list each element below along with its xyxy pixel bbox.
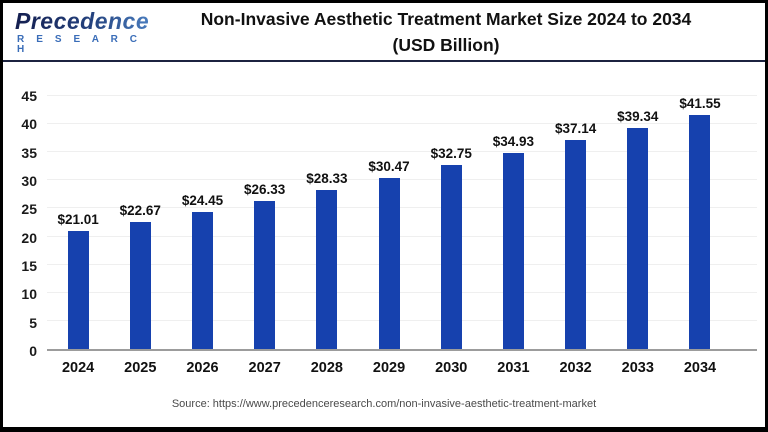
chart-title-line-1: Non-Invasive Aesthetic Treatment Market … — [200, 9, 692, 30]
bar-value-label: $39.34 — [617, 108, 659, 124]
y-tick-label: 45 — [21, 88, 37, 104]
gridline — [47, 291, 757, 293]
y-tick-label: 40 — [21, 116, 37, 133]
y-tick-label: 20 — [21, 229, 37, 246]
bar-group: $32.75 — [420, 96, 482, 349]
gridline — [47, 123, 757, 125]
bar-group: $34.93 — [482, 96, 544, 349]
brand-logo: Precedence R E S E A R C H — [15, 10, 155, 55]
gridline — [47, 263, 757, 265]
bar — [191, 211, 213, 349]
y-axis: 0 5 10 15 20 25 30 35 40 45 — [3, 88, 47, 359]
bar-value-label: $28.33 — [306, 170, 348, 186]
bar-group: $26.33 — [234, 96, 296, 349]
y-tick-label: 10 — [21, 286, 37, 303]
x-tick-label: 2026 — [186, 360, 219, 376]
y-tick-label: 30 — [21, 173, 37, 189]
x-tick-label: 2029 — [372, 360, 406, 376]
source-note: Source: https://www.precedenceresearch.c… — [171, 398, 597, 410]
bar-group: $41.55 — [669, 96, 731, 349]
chart-title-line-2: (USD Billion) — [392, 34, 500, 55]
chart-title: Non-Invasive Aesthetic Treatment Market … — [155, 7, 755, 58]
bar-group: $21.01 — [47, 96, 109, 349]
bar-value-label: $24.45 — [181, 192, 224, 208]
bar-group: $22.67 — [109, 96, 171, 349]
bar-value-label: $37.14 — [554, 121, 597, 137]
x-tick-label: 2034 — [683, 360, 717, 376]
bar-value-label: $21.01 — [57, 211, 99, 227]
gridline — [47, 95, 757, 96]
bar-group: $24.45 — [171, 96, 233, 349]
infographic: Precedence R E S E A R C H Non-Invasive … — [3, 3, 765, 427]
x-tick-label: 2030 — [435, 360, 468, 376]
x-axis-spacer — [3, 351, 47, 376]
x-tick-label: 2032 — [559, 360, 592, 376]
header: Precedence R E S E A R C H Non-Invasive … — [3, 3, 765, 60]
bar-group: $30.47 — [358, 96, 420, 349]
y-tick-label: 15 — [21, 258, 37, 274]
bar-value-label: $32.75 — [430, 145, 472, 161]
x-axis-row: 2024 2025 2026 2027 2028 2029 2030 2031 2032 2033… — [3, 351, 765, 376]
bar-value-label: $26.33 — [244, 181, 286, 197]
x-tick-label: 2028 — [310, 360, 343, 376]
gridline — [47, 235, 757, 237]
y-tick-label: 35 — [21, 144, 37, 161]
x-tick-label: 2033 — [621, 360, 654, 376]
y-tick-label: 0 — [29, 343, 37, 359]
bar — [565, 140, 587, 349]
bar-group: $28.33 — [296, 96, 358, 349]
x-tick-label: 2024 — [61, 360, 95, 376]
gridline — [47, 319, 757, 321]
bar — [627, 127, 649, 349]
bar — [378, 177, 400, 349]
brand-name: Precedence — [15, 10, 155, 33]
bar — [67, 230, 89, 349]
bar-group: $37.14 — [545, 96, 607, 349]
gridline — [47, 179, 757, 181]
gridline — [47, 151, 757, 153]
bars: $21.01 $22.67 $24.45 $26.33 $28.33 $30.47 $32.… — [47, 96, 757, 349]
bar-group: $39.34 — [607, 96, 669, 349]
bar — [440, 164, 462, 349]
bar-value-label: $30.47 — [368, 158, 410, 174]
bar — [254, 200, 276, 349]
bar — [502, 152, 524, 349]
bar-value-label: $34.93 — [492, 133, 535, 149]
plot-area: $21.01 $22.67 $24.45 $26.33 $28.33 $30.47 $32.… — [47, 95, 757, 351]
x-tick-label: 2031 — [497, 360, 530, 376]
bar-value-label: $41.55 — [679, 96, 721, 112]
bar — [316, 189, 338, 349]
x-tick-label: 2027 — [248, 360, 281, 376]
bar-chart: 0 5 10 15 20 25 30 35 40 45 $21.01 $22.67 $24.45 $26… — [3, 88, 765, 359]
x-axis: 2024 2025 2026 2027 2028 2029 2030 2031 2032 2033… — [47, 351, 757, 376]
brand-subtitle: R E S E A R C H — [17, 34, 142, 55]
bar — [689, 115, 711, 349]
bar-value-label: $22.67 — [119, 202, 161, 218]
gridline — [47, 207, 757, 209]
header-divider — [3, 60, 765, 62]
y-tick-label: 5 — [29, 314, 37, 331]
y-tick-label: 25 — [21, 201, 37, 218]
x-tick-label: 2025 — [124, 360, 157, 376]
bar — [129, 221, 151, 349]
